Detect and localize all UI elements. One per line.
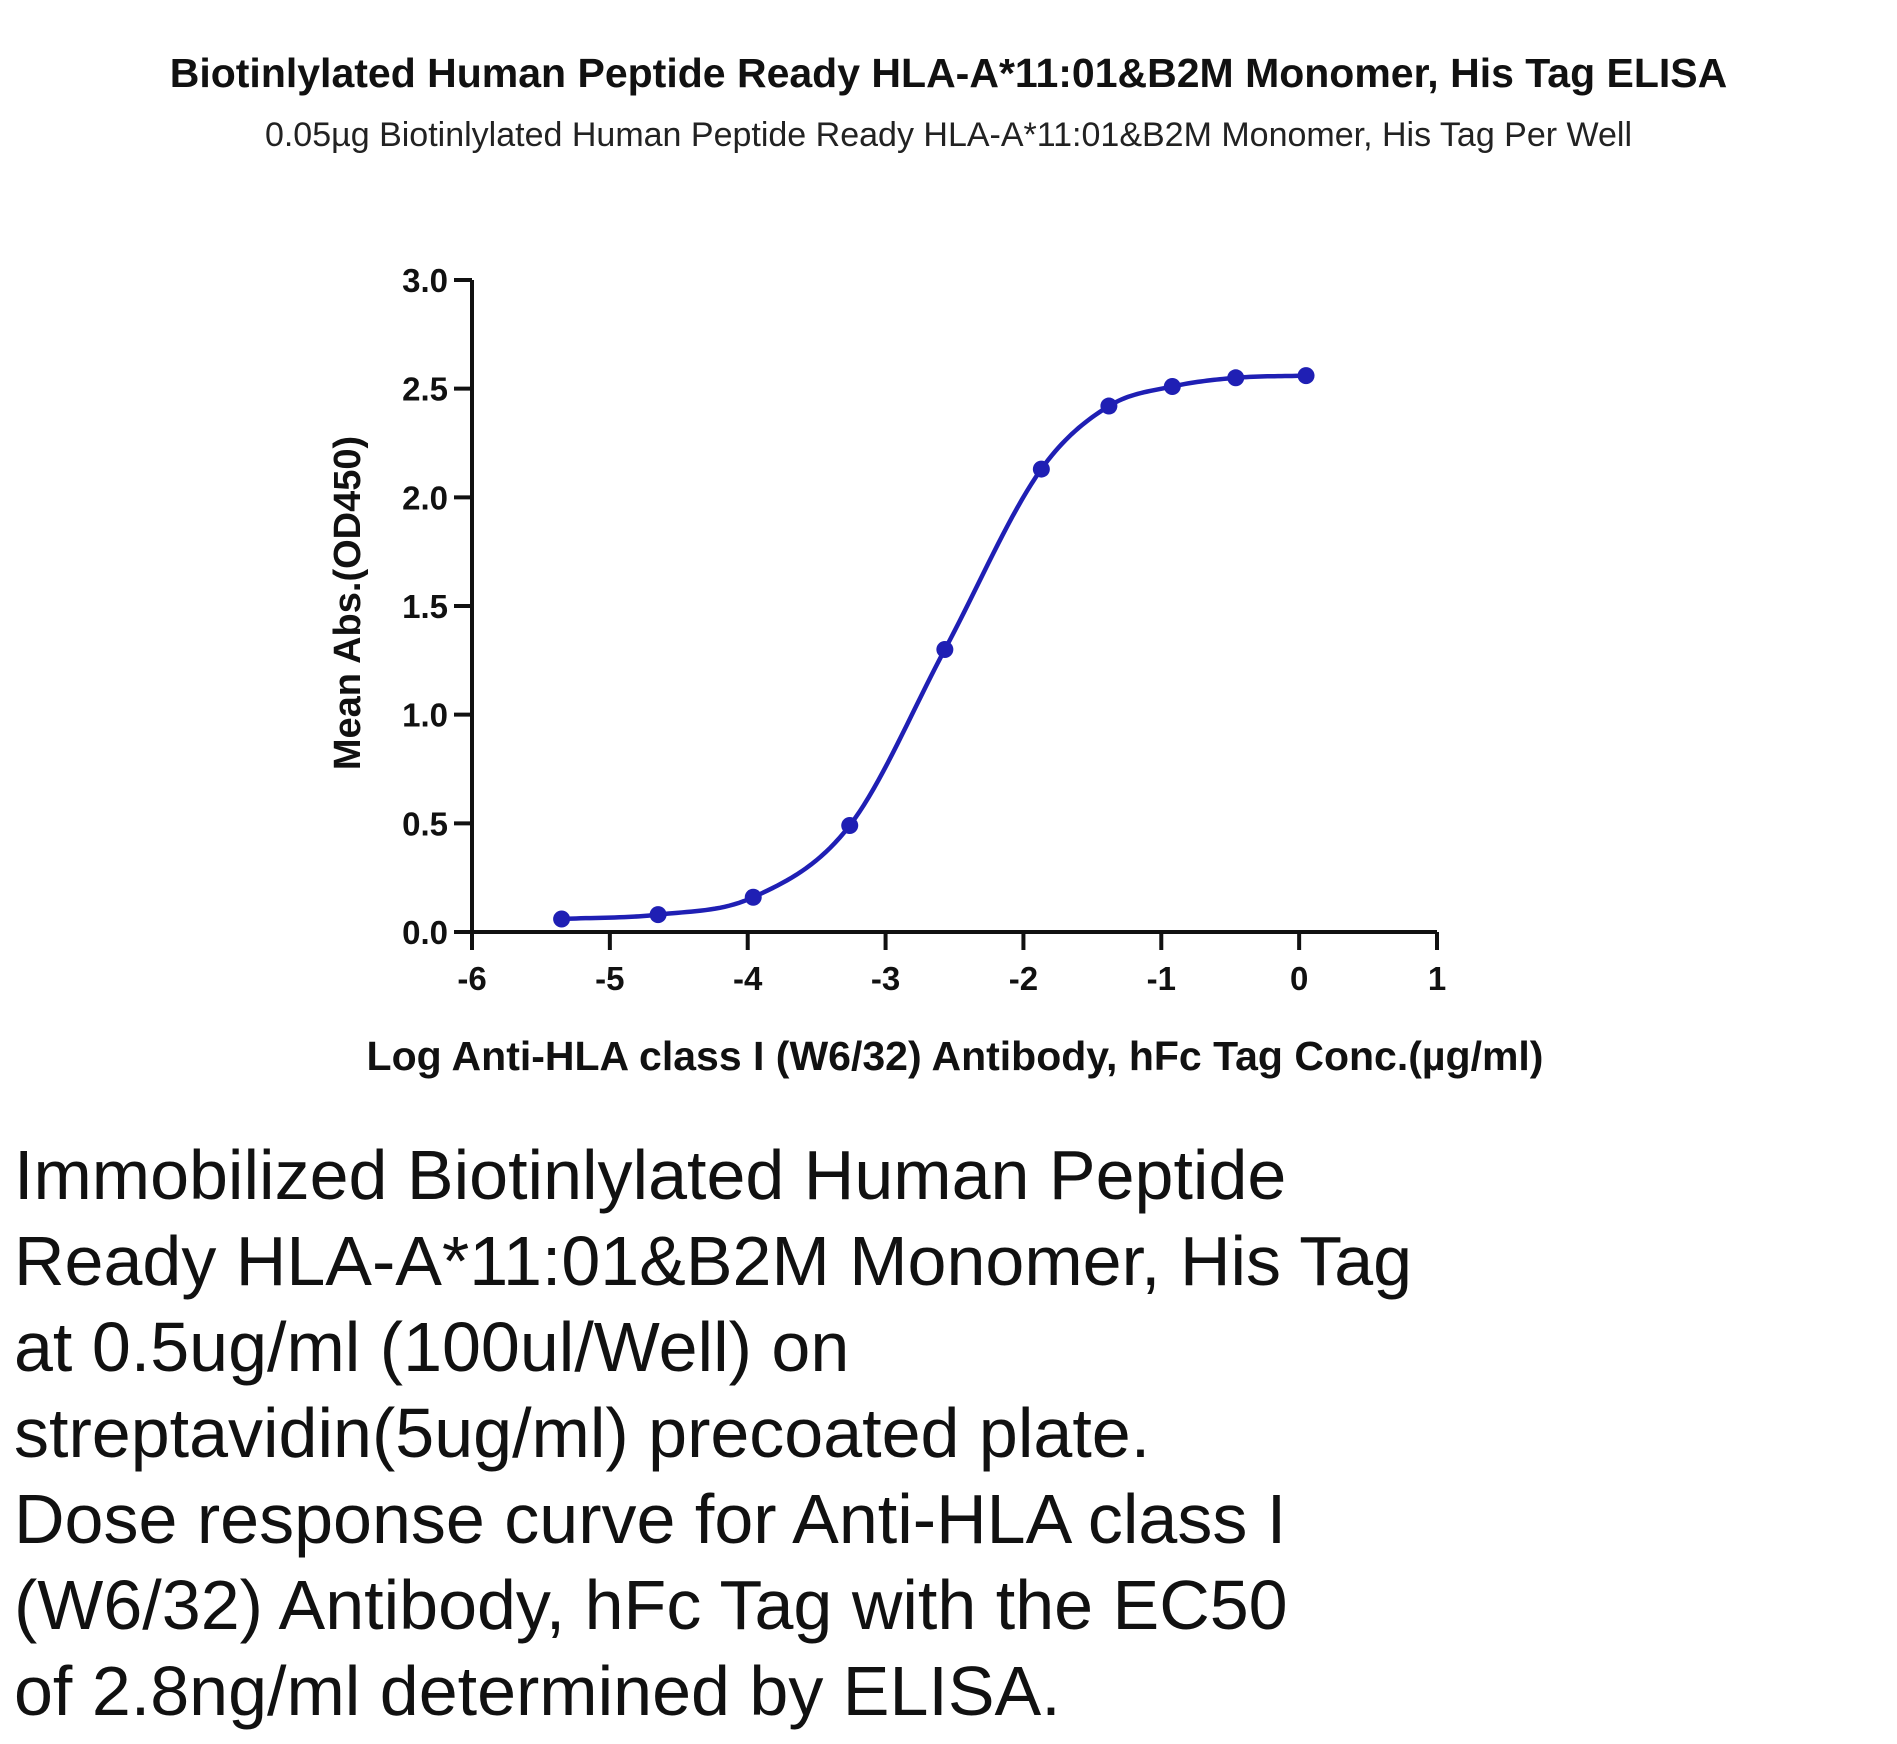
x-tick-label: 0	[1290, 960, 1308, 997]
data-points-layer	[553, 367, 1315, 928]
x-tick-label: -6	[457, 960, 486, 997]
x-axis-label: Log Anti-HLA class I (W6/32) Antibody, h…	[367, 1033, 1544, 1079]
caption-line: streptavidin(5ug/ml) precoated plate.	[14, 1394, 1151, 1472]
fit-curve	[561, 373, 1307, 922]
x-tick-label: 1	[1428, 960, 1446, 997]
data-point	[649, 906, 667, 924]
fit-curve-layer	[561, 373, 1307, 922]
chart-subtitle: 0.05µg Biotinlylated Human Peptide Ready…	[264, 116, 1633, 154]
data-point	[1297, 367, 1315, 385]
caption-line: Dose response curve for Anti-HLA class I	[14, 1480, 1287, 1558]
y-tick-label: 3.0	[402, 262, 448, 299]
elisa-dose-response-chart: 0.0 0.5 1.0 1.5 2.0 2.5 3.0 -6 -5 -4 -3 -2 -1 0 1 Log …	[327, 262, 1544, 1079]
data-point	[1227, 369, 1245, 387]
data-point	[1163, 377, 1181, 395]
y-tick-label: 2.5	[402, 371, 448, 408]
y-axis-label: Mean Abs.(OD450)	[327, 436, 369, 770]
caption-line: Immobilized Biotinlylated Human Peptide	[14, 1136, 1287, 1214]
caption-line: at 0.5ug/ml (100ul/Well) on	[14, 1308, 850, 1386]
data-point	[1100, 397, 1118, 415]
x-tick-label: -3	[871, 960, 900, 997]
data-point	[744, 888, 762, 906]
data-point	[841, 817, 859, 835]
caption-line: of 2.8ng/ml determined by ELISA.	[14, 1652, 1061, 1730]
description-caption: Immobilized Biotinlylated Human Peptide …	[14, 1132, 1874, 1734]
chart-axes: 0.0 0.5 1.0 1.5 2.0 2.5 3.0 -6 -5 -4 -3 -2 -1 0 1	[402, 262, 1446, 997]
y-tick-label: 0.0	[402, 914, 448, 951]
y-tick-label: 2.0	[402, 479, 448, 516]
chart-title: Biotinlylated Human Peptide Ready HLA-A*…	[169, 50, 1728, 96]
data-point	[936, 640, 954, 658]
y-tick-label: 0.5	[402, 805, 448, 842]
data-point	[1032, 460, 1050, 478]
x-tick-label: -2	[1009, 960, 1038, 997]
x-tick-label: -1	[1147, 960, 1176, 997]
x-tick-label: -4	[733, 960, 763, 997]
y-tick-label: 1.5	[402, 588, 448, 625]
x-tick-label: -5	[595, 960, 624, 997]
data-point	[553, 910, 571, 928]
caption-line: (W6/32) Antibody, hFc Tag with the EC50	[14, 1566, 1288, 1644]
y-tick-label: 1.0	[402, 697, 448, 734]
caption-line: Ready HLA-A*11:01&B2M Monomer, His Tag	[14, 1222, 1413, 1300]
